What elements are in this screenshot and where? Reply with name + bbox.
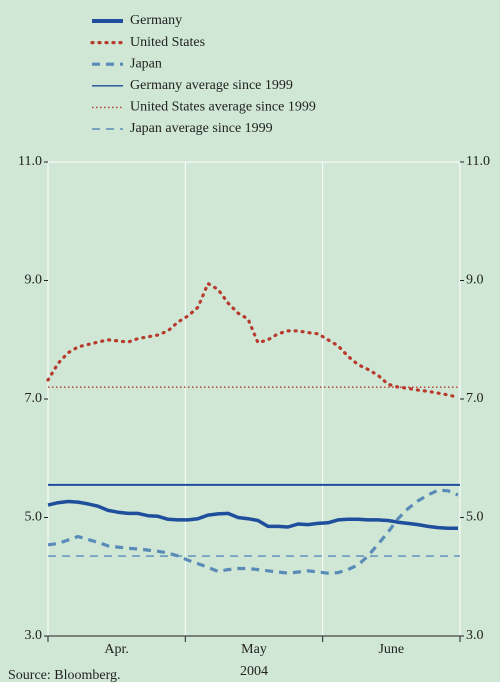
- y-tick-label: 9.0: [25, 273, 43, 288]
- y-tick-label: 7.0: [25, 391, 43, 406]
- legend-label: Japan: [130, 56, 162, 71]
- legend-label: Japan average since 1999: [130, 121, 273, 136]
- y2-tick-label: 9.0: [466, 273, 484, 288]
- y2-tick-label: 3.0: [466, 628, 484, 643]
- legend-label: Germany average since 1999: [130, 78, 293, 93]
- y2-tick-label: 11.0: [466, 154, 490, 169]
- series-line: [46, 281, 460, 399]
- y-tick-label: 3.0: [25, 628, 43, 643]
- legend-label: United States average since 1999: [130, 100, 316, 115]
- series-line: [47, 488, 459, 575]
- series-line: [47, 499, 458, 530]
- x-axis-label: 2004: [240, 664, 268, 679]
- y-tick-label: 5.0: [25, 510, 43, 525]
- legend-label: United States: [130, 35, 205, 50]
- legend-label: Germany: [130, 13, 182, 28]
- source-note: Source: Bloomberg.: [8, 668, 121, 682]
- y2-tick-label: 5.0: [466, 510, 484, 525]
- y2-tick-label: 7.0: [466, 391, 484, 406]
- x-tick-label: Apr.: [104, 642, 129, 657]
- x-tick-label: June: [378, 642, 404, 657]
- y-tick-label: 11.0: [18, 154, 42, 169]
- x-tick-label: May: [241, 642, 267, 657]
